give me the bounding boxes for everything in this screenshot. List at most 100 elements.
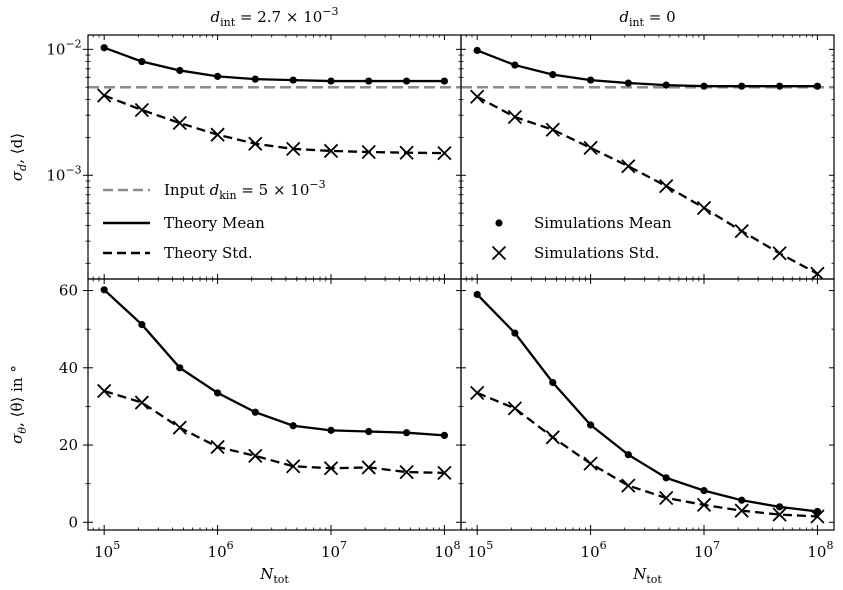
- legend-label: Simulations Std.: [534, 244, 659, 262]
- data-point-std: [286, 141, 301, 157]
- data-point-mean: [776, 82, 784, 90]
- data-point-std: [507, 109, 523, 125]
- data-point-mean: [251, 75, 259, 83]
- legend-marker-dot: [495, 219, 503, 227]
- legend-marker-x: [491, 245, 507, 261]
- data-point-mean: [213, 389, 222, 397]
- data-point-std: [659, 178, 674, 194]
- data-point-mean: [511, 61, 519, 69]
- data-point-mean: [327, 426, 335, 434]
- data-point-mean: [176, 364, 184, 372]
- x-tick-label: 108: [434, 539, 460, 561]
- data-point-mean: [100, 44, 108, 52]
- panel-title: dint = 0: [619, 8, 675, 29]
- data-point-std: [772, 507, 787, 522]
- panel-top-right: dint = 0: [460, 8, 835, 280]
- data-point-std: [210, 127, 225, 142]
- series-line-series-1: [103, 389, 445, 474]
- data-point-mean: [473, 46, 481, 55]
- data-point-std: [437, 465, 452, 480]
- data-point-mean: [440, 431, 449, 439]
- data-point-std: [696, 200, 712, 216]
- legend-simulations: Simulations Mean Simulations Std.: [491, 214, 672, 262]
- panel-frame: [87, 34, 462, 280]
- series-line-theory-std-: [103, 94, 445, 155]
- data-point-mean: [813, 507, 822, 516]
- data-point-mean: [511, 329, 519, 337]
- panel-frame: [460, 34, 835, 280]
- y-tick-label: 40: [59, 359, 78, 377]
- data-point-std: [399, 145, 414, 160]
- series-line-simulations-std-: [476, 95, 818, 275]
- data-point-mean: [813, 82, 822, 90]
- data-point-mean: [700, 487, 708, 495]
- data-point-std: [323, 461, 339, 476]
- data-point-std: [97, 383, 112, 399]
- data-point-std: [810, 266, 825, 279]
- data-point-std: [507, 401, 523, 416]
- data-point-std: [248, 136, 263, 151]
- data-point-mean: [624, 79, 632, 87]
- data-point-std: [621, 159, 636, 174]
- data-point-std: [248, 448, 263, 463]
- data-point-std: [134, 102, 150, 118]
- data-point-mean: [365, 77, 373, 85]
- data-point-mean: [738, 82, 746, 90]
- legend-label: Simulations Mean: [534, 214, 672, 232]
- data-point-mean: [624, 451, 632, 459]
- data-point-mean: [549, 71, 557, 79]
- data-point-std: [545, 122, 560, 137]
- data-point-mean: [403, 429, 411, 437]
- data-point-mean: [700, 82, 708, 90]
- data-point-mean: [289, 422, 297, 430]
- data-point-std: [399, 464, 414, 480]
- data-point-std: [772, 246, 787, 261]
- data-point-std: [659, 490, 674, 506]
- data-point-std: [286, 459, 301, 474]
- data-point-mean: [473, 290, 481, 299]
- legend-theory: Input dkin = 5 × 10−3 Theory Mean Theory S…: [103, 178, 326, 262]
- data-point-std: [696, 497, 712, 513]
- y-tick-label: 10−2: [46, 37, 81, 58]
- data-point-std: [734, 503, 749, 518]
- data-point-std: [470, 385, 485, 401]
- data-point-std: [323, 143, 339, 159]
- y-axis-label: σθ, ⟨θ⟩ in °: [8, 365, 29, 444]
- plot-area: [461, 46, 834, 279]
- panel-frame: [460, 278, 835, 531]
- plot-area: [470, 290, 825, 524]
- series-line-series-1: [476, 391, 818, 518]
- data-point-std: [361, 460, 376, 475]
- x-tick-label: 106: [208, 539, 234, 561]
- x-tick-label: 108: [807, 539, 833, 561]
- data-point-std: [210, 439, 225, 455]
- data-point-std: [437, 145, 452, 161]
- x-tick-label: 107: [321, 539, 347, 561]
- data-point-mean: [586, 76, 595, 84]
- legend-label: Theory Std.: [164, 244, 253, 262]
- data-point-mean: [662, 81, 670, 89]
- data-point-std: [810, 509, 825, 524]
- data-point-std: [97, 88, 112, 103]
- series-line-series-0: [103, 288, 445, 437]
- data-point-mean: [738, 496, 746, 504]
- y-axis-label: σd, ⟨d⟩: [8, 133, 29, 181]
- data-point-mean: [440, 77, 449, 85]
- panel-bottom-right: 105 106 107 108 Ntot: [460, 278, 835, 586]
- data-point-mean: [327, 77, 335, 85]
- legend-label: Input dkin = 5 × 10−3: [164, 178, 326, 202]
- x-axis-label: Ntot: [259, 565, 289, 586]
- data-point-std: [134, 395, 150, 410]
- data-point-std: [545, 430, 560, 445]
- panel-bottom-left: 0 20 40 60 105 106 107 108 Ntot σθ, ⟨θ⟩ in °: [8, 278, 462, 586]
- x-tick-label: 107: [694, 539, 720, 561]
- y-tick-label: 20: [59, 436, 78, 454]
- y-tick-label: 10−3: [46, 163, 81, 184]
- data-point-std: [583, 456, 598, 471]
- x-axis-label: Ntot: [632, 565, 662, 586]
- data-point-std: [172, 420, 187, 435]
- y-tick-label: 0: [68, 513, 78, 531]
- data-point-mean: [289, 76, 297, 84]
- data-point-std: [583, 140, 598, 156]
